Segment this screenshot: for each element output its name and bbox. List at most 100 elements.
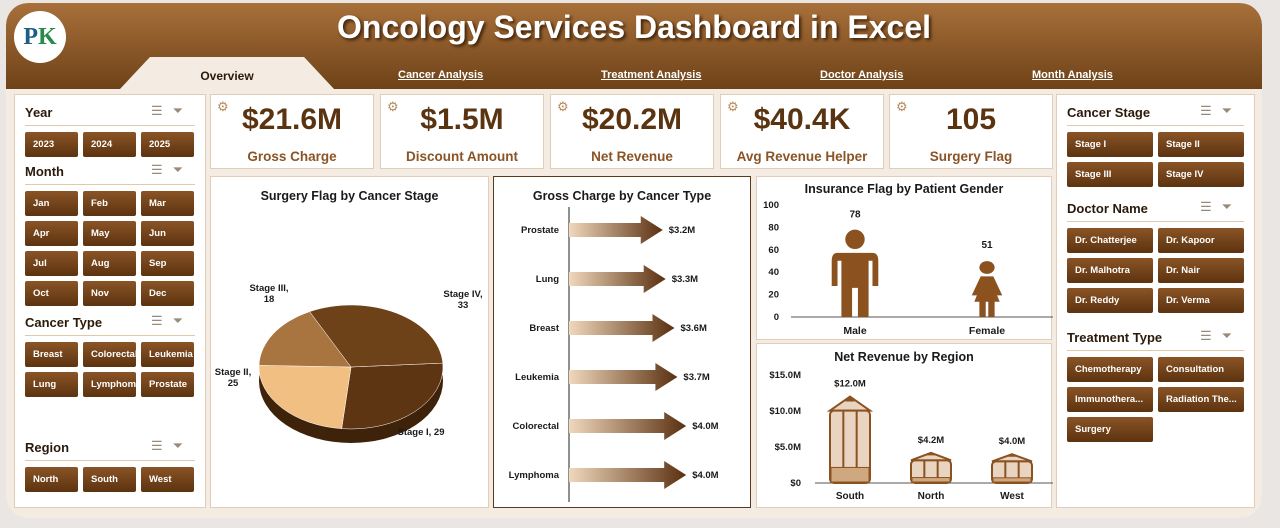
multi-select-icon[interactable]: ☰ <box>150 438 173 453</box>
kpi-card: ⚙ $20.2M Net Revenue <box>550 94 714 169</box>
arrow-bar[interactable] <box>569 363 678 391</box>
tab-doctor-analysis[interactable]: Doctor Analysis <box>820 69 904 81</box>
slicer-button[interactable]: Dr. Kapoor <box>1158 228 1244 253</box>
clear-filter-icon[interactable]: ⏷ <box>172 438 193 453</box>
slicer-button[interactable]: Immunothera... <box>1067 387 1153 412</box>
tab-cancer-analysis[interactable]: Cancer Analysis <box>398 69 484 81</box>
multi-select-icon[interactable]: ☰ <box>150 162 173 177</box>
slicer-button[interactable]: 2025 <box>141 132 194 157</box>
clear-filter-icon[interactable]: ⏷ <box>172 103 193 118</box>
category-label: Lymphoma <box>509 470 560 481</box>
tab-treatment-analysis[interactable]: Treatment Analysis <box>601 69 702 81</box>
multi-select-icon[interactable]: ☰ <box>150 103 173 118</box>
slicer-button[interactable]: Mar <box>141 191 194 216</box>
slicer-button[interactable]: Aug <box>83 251 136 276</box>
pie-slice[interactable] <box>258 365 352 429</box>
arrow-bar[interactable] <box>569 412 687 440</box>
clear-filter-icon[interactable]: ⏷ <box>172 162 193 177</box>
slicer-button[interactable]: Feb <box>83 191 136 216</box>
pie-slice[interactable] <box>341 362 444 430</box>
clear-filter-icon[interactable]: ⏷ <box>1221 328 1242 343</box>
arrow-bar[interactable] <box>569 314 675 342</box>
slicer-button[interactable]: Stage III <box>1067 162 1153 187</box>
slicer-button[interactable]: Lymphoma <box>83 372 136 397</box>
y-tick: $0 <box>790 478 801 489</box>
slicer-button[interactable]: May <box>83 221 136 246</box>
y-tick: 40 <box>768 267 779 278</box>
pie-slice[interactable] <box>258 311 352 368</box>
slicer-button[interactable]: Dr. Reddy <box>1067 288 1153 313</box>
slicer-button[interactable]: Consultation <box>1158 357 1244 382</box>
pencil-bar[interactable] <box>991 453 1033 485</box>
slicer-button[interactable]: 2023 <box>25 132 78 157</box>
slicer-button[interactable]: Jun <box>141 221 194 246</box>
kpi-label: Net Revenue <box>591 149 673 164</box>
kpi-value: $20.2M <box>581 103 683 136</box>
slicer-actions: ☰⏷ <box>1200 103 1242 119</box>
slicer-button[interactable]: Lung <box>25 372 78 397</box>
slicer-button[interactable]: Breast <box>25 342 78 367</box>
arrow-bar[interactable] <box>569 461 687 489</box>
data-label: $4.0M <box>999 436 1025 447</box>
slicer-button[interactable]: West <box>141 467 194 492</box>
slicer-button[interactable]: Colorectal <box>83 342 136 367</box>
slicer-button[interactable]: Surgery <box>1067 417 1153 442</box>
slicer-button[interactable]: Radiation The... <box>1158 387 1244 412</box>
male-figure[interactable] <box>831 229 879 317</box>
multi-select-icon[interactable]: ☰ <box>1199 103 1222 118</box>
kpi-card: ⚙ $1.5M Discount Amount <box>380 94 544 169</box>
slicer-button[interactable]: Apr <box>25 221 78 246</box>
slicer-button[interactable]: Sep <box>141 251 194 276</box>
tab-month-analysis[interactable]: Month Analysis <box>1032 69 1113 81</box>
arrow-bar[interactable] <box>569 265 666 293</box>
y-tick: 60 <box>768 245 779 256</box>
data-label: $3.3M <box>672 274 698 285</box>
arrow-bar-chart: Prostate $3.2M Lung $3.3M Breast $3.6M Leukemi… <box>509 207 719 502</box>
slicer-actions: ☰⏷ <box>151 162 193 178</box>
kpi-card: ⚙ $21.6M Gross Charge <box>210 94 374 169</box>
divider <box>1067 221 1244 222</box>
slicer-button[interactable]: 2024 <box>83 132 136 157</box>
slicer-button[interactable]: Stage II <box>1158 132 1244 157</box>
slicer-button[interactable]: Dr. Verma <box>1158 288 1244 313</box>
tab-overview[interactable]: Overview <box>120 57 334 89</box>
clear-filter-icon[interactable]: ⏷ <box>1221 199 1242 214</box>
y-tick: 100 <box>763 200 779 211</box>
clear-filter-icon[interactable]: ⏷ <box>172 313 193 328</box>
slicer-button[interactable]: Dr. Malhotra <box>1067 258 1153 283</box>
divider <box>25 184 195 185</box>
data-label: $4.0M <box>692 421 718 432</box>
multi-select-icon[interactable]: ☰ <box>1199 328 1222 343</box>
divider <box>25 125 195 126</box>
slicer-button[interactable]: Oct <box>25 281 78 306</box>
pie-slice[interactable] <box>309 304 444 368</box>
slicer-button[interactable]: South <box>83 467 136 492</box>
slicer-actions: ☰⏷ <box>151 313 193 329</box>
slicer-button[interactable]: Jul <box>25 251 78 276</box>
slicer-button[interactable]: Dr. Chatterjee <box>1067 228 1153 253</box>
chart-title: Surgery Flag by Cancer Stage <box>260 189 439 203</box>
pencil-bar[interactable] <box>910 451 952 484</box>
slicer-actions: ☰⏷ <box>151 438 193 454</box>
kpi-label: Discount Amount <box>406 149 518 164</box>
pencil-bar[interactable] <box>826 395 874 484</box>
multi-select-icon[interactable]: ☰ <box>150 313 173 328</box>
slicer-button[interactable]: Stage IV <box>1158 162 1244 187</box>
slicer-button[interactable]: Chemotherapy <box>1067 357 1153 382</box>
slicer-button[interactable]: North <box>25 467 78 492</box>
slicer-button[interactable]: Leukemia <box>141 342 194 367</box>
slicer-button[interactable]: Dr. Nair <box>1158 258 1244 283</box>
coins-gear-icon: ⚙ <box>217 99 229 114</box>
slice-label: Stage III, 18 <box>249 283 288 305</box>
slicer-button[interactable]: Dec <box>141 281 194 306</box>
slicer-button[interactable]: Stage I <box>1067 132 1153 157</box>
slice-label: Stage I, 29 <box>398 427 445 438</box>
multi-select-icon[interactable]: ☰ <box>1199 199 1222 214</box>
clear-filter-icon[interactable]: ⏷ <box>1221 103 1242 118</box>
slicer-button[interactable]: Prostate <box>141 372 194 397</box>
female-figure[interactable] <box>971 261 1003 317</box>
slicer-button[interactable]: Nov <box>83 281 136 306</box>
arrow-bar[interactable] <box>569 216 663 244</box>
slicer-button[interactable]: Jan <box>25 191 78 216</box>
y-tick: $5.0M <box>775 442 801 453</box>
